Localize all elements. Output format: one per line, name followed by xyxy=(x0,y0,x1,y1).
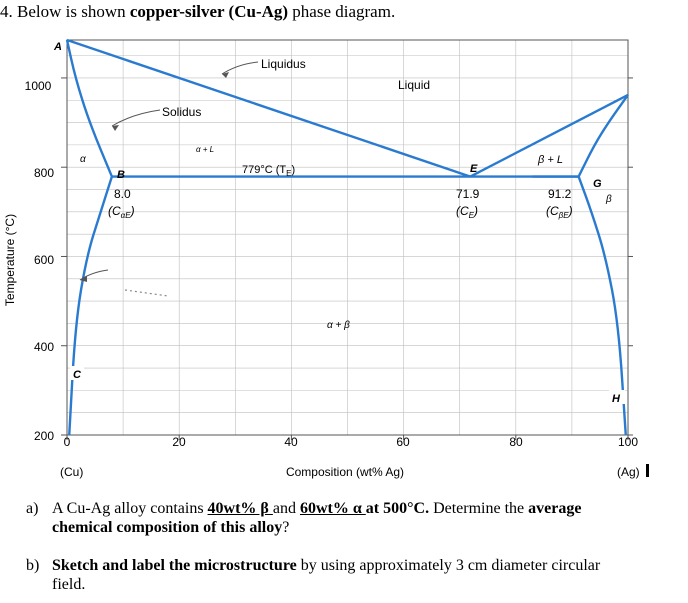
ce-value: 71.9 xyxy=(456,187,480,201)
phase-boundary-3 xyxy=(577,94,629,178)
arrow-heads xyxy=(80,72,229,282)
point-B: B xyxy=(117,169,125,181)
phase-boundary-5 xyxy=(68,176,114,436)
heading-rest: phase diagram. xyxy=(288,2,396,21)
phase-boundary-2 xyxy=(65,39,113,178)
solvus-arrowhead xyxy=(80,276,87,282)
cbe-value: 91.2 xyxy=(548,187,572,201)
phase-boundary-6 xyxy=(577,176,627,436)
x-tick-0: 0 xyxy=(64,435,71,449)
point-C-box xyxy=(70,366,84,380)
solidus-arrow xyxy=(111,109,161,127)
alpha-beta-label: α + β xyxy=(327,320,350,331)
question-a: A Cu-Ag alloy contains 40wt% β and 60wt%… xyxy=(52,500,582,536)
alpha-liquid-label: α + L xyxy=(196,145,214,154)
plot-frame xyxy=(66,39,629,436)
heading-number: 4. Below is shown xyxy=(0,2,130,21)
point-H: H xyxy=(612,393,621,405)
y-tick-400: 400 xyxy=(34,340,54,354)
right-end-label: (Ag) xyxy=(617,465,640,479)
eutectic-temp-label: 779°C (TE) xyxy=(242,164,295,178)
point-G: G xyxy=(593,178,602,190)
y-tick-600: 600 xyxy=(34,253,54,267)
callout-arrows xyxy=(79,61,259,281)
liquid-label: Liquid xyxy=(398,78,430,92)
question-a-label: a) xyxy=(26,500,39,517)
solidus-arrowhead xyxy=(112,125,119,131)
y-tick-1000: 1000 xyxy=(25,79,52,93)
faint-dash-line xyxy=(124,289,169,297)
liquidus-arrow xyxy=(221,61,259,75)
text-cursor xyxy=(646,464,649,477)
x-tick-60: 60 xyxy=(396,435,410,449)
phase-boundary-1 xyxy=(469,93,629,178)
y-axis-label: Temperature (°C) xyxy=(3,214,17,306)
beta-label: β xyxy=(605,194,612,205)
left-end-label: (Cu) xyxy=(60,465,83,479)
liquidus-label: Liquidus xyxy=(261,57,306,71)
point-E: E xyxy=(470,163,478,175)
ticks xyxy=(61,77,633,440)
question-b: Sketch and label the microstructure by u… xyxy=(52,557,601,593)
solidus-label: Solidus xyxy=(162,105,201,119)
alpha-label: α xyxy=(80,154,86,165)
x-axis-label: Composition (wt% Ag) xyxy=(286,465,404,479)
x-tick-40: 40 xyxy=(284,435,298,449)
point-C: C xyxy=(73,369,82,381)
heading-bold: copper-silver (Cu-Ag) xyxy=(129,2,289,21)
beta-liquid-label: β + L xyxy=(537,154,563,166)
grid xyxy=(67,40,628,435)
solvus-arrow xyxy=(79,269,109,281)
cae-value: 8.0 xyxy=(114,187,131,201)
y-tick-200: 200 xyxy=(34,429,54,443)
cae-label: (CαE) xyxy=(108,204,135,220)
liquidus-arrowhead xyxy=(222,72,229,78)
x-tick-20: 20 xyxy=(172,435,186,449)
point-H-box xyxy=(609,390,625,404)
phase-boundary-0 xyxy=(66,38,471,178)
ce-label: (CE) xyxy=(456,204,478,220)
faint-dash xyxy=(124,289,169,297)
x-tick-80: 80 xyxy=(509,435,523,449)
x-tick-100: 100 xyxy=(618,435,638,449)
y-tick-800: 800 xyxy=(34,166,54,180)
question-heading: 4. Below is shown copper-silver (Cu-Ag) … xyxy=(0,2,395,22)
point-A: A xyxy=(53,41,62,53)
phase-diagram: Temperature (°C) 1000 800 600 400 200 0 … xyxy=(3,38,649,479)
phase-boundaries xyxy=(65,38,629,436)
question-b-label: b) xyxy=(26,557,40,574)
cbe-label: (CβE) xyxy=(546,204,573,220)
